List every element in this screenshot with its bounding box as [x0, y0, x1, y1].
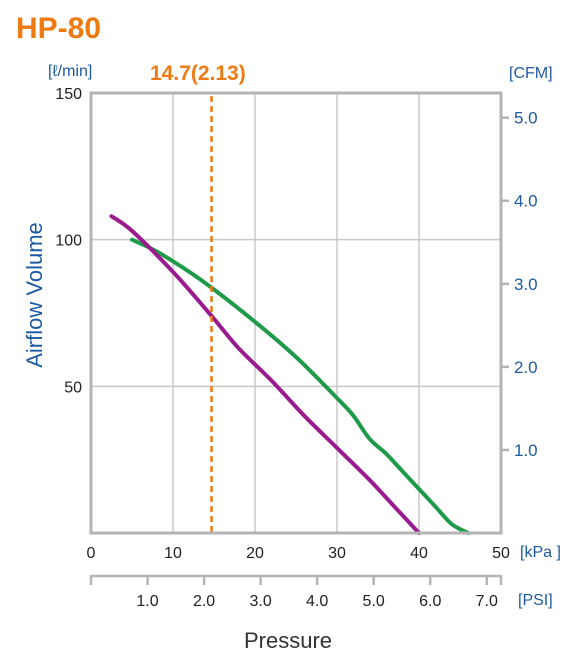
y2-tick-label: 3.0 [514, 275, 538, 294]
series-line-1 [130, 237, 471, 535]
y2-tick-label: 5.0 [514, 109, 538, 128]
plot-border [89, 91, 503, 535]
y2-tick-label: 1.0 [514, 441, 538, 460]
y2-tick-label: 4.0 [514, 192, 538, 211]
x2-tick-label: 6.0 [419, 593, 441, 610]
y-axis-title: Airflow Volume [22, 222, 47, 368]
x2-tick-label: 4.0 [306, 593, 328, 610]
x-tick-label: 0 [87, 545, 96, 562]
tick-labels: 0 10 20 30 40 50 50 100 150 1.0 2.0 3.0 4.0 5.0 1.0 2.0… [55, 86, 537, 610]
y-tick-label: 50 [64, 379, 82, 396]
x-tick-label: 10 [164, 545, 182, 562]
y-tick-label: 100 [55, 233, 82, 250]
x2-tick-label: 3.0 [249, 593, 271, 610]
y2-tick-label: 2.0 [514, 358, 538, 377]
x2-tick-label: 5.0 [363, 593, 385, 610]
y-unit-right: [CFM] [509, 65, 553, 82]
x-tick-label: 40 [410, 545, 428, 562]
x-unit-psi: [PSI] [518, 592, 553, 609]
series-line-2 [109, 214, 421, 535]
series-lines [109, 214, 471, 535]
grid [91, 93, 501, 533]
y-tick-label: 150 [55, 86, 82, 103]
x2-tick-label: 2.0 [193, 593, 215, 610]
plot-frame [89, 91, 509, 585]
marker-label: 14.7(2.13) [150, 62, 246, 85]
x-tick-label: 20 [246, 545, 264, 562]
x-tick-label: 30 [328, 545, 346, 562]
x-axis-title: Pressure [244, 628, 332, 653]
chart-title: HP-80 [16, 12, 101, 45]
x-unit-kpa: [kPa ] [520, 544, 561, 561]
x2-tick-label: 7.0 [476, 593, 498, 610]
x2-tick-label: 1.0 [136, 593, 158, 610]
y-unit-left: [ℓ/min] [48, 63, 92, 80]
x-tick-label: 50 [492, 545, 510, 562]
